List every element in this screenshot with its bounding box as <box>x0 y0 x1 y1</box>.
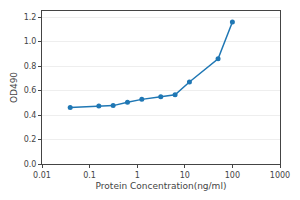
svg-text:10: 10 <box>180 171 190 180</box>
svg-text:0.0: 0.0 <box>24 160 37 169</box>
svg-text:0.6: 0.6 <box>24 86 37 95</box>
svg-text:Protein Concentration(ng/ml): Protein Concentration(ng/ml) <box>96 181 227 191</box>
svg-text:0.2: 0.2 <box>24 135 37 144</box>
svg-text:1.2: 1.2 <box>24 13 37 22</box>
svg-text:1000: 1000 <box>270 171 290 180</box>
svg-text:1: 1 <box>135 171 140 180</box>
svg-text:0.1: 0.1 <box>83 171 96 180</box>
svg-text:1.0: 1.0 <box>24 37 37 46</box>
svg-text:0.01: 0.01 <box>33 171 51 180</box>
svg-text:100: 100 <box>225 171 240 180</box>
svg-text:0.8: 0.8 <box>24 62 37 71</box>
svg-text:OD490: OD490 <box>9 72 19 103</box>
svg-text:0.4: 0.4 <box>24 111 37 120</box>
